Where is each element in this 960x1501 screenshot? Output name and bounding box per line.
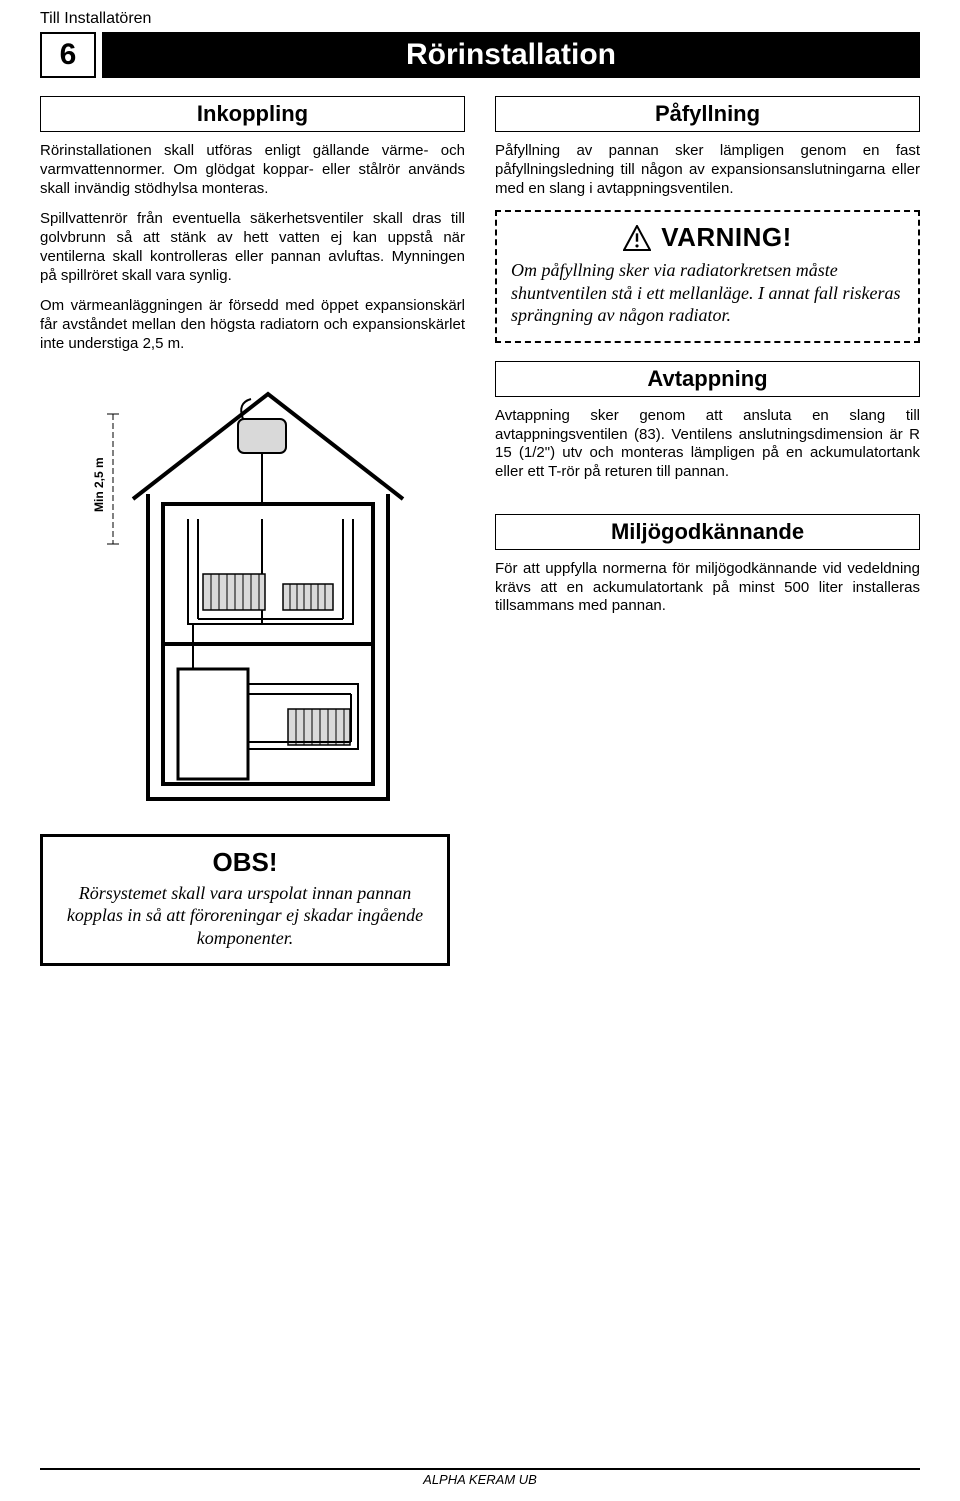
avtappning-p1: Avtappning sker genom att ansluta en sla… xyxy=(495,407,920,482)
content-columns: Inkoppling Rörinstallationen skall utför… xyxy=(40,96,920,966)
warning-icon xyxy=(623,225,651,251)
spacer xyxy=(495,494,920,514)
footer-product: ALPHA KERAM UB xyxy=(0,1472,960,1487)
house-diagram-container: Min 2,5 m xyxy=(40,374,465,804)
pafyllning-p1: Påfyllning av pannan sker lämpligen geno… xyxy=(495,142,920,198)
diagram-min-label: Min 2,5 m xyxy=(93,457,106,512)
house-diagram: Min 2,5 m xyxy=(93,374,413,804)
inkoppling-p3: Om värmeanläggningen är försedd med öppe… xyxy=(40,297,465,353)
chapter-title: Rörinstallation xyxy=(102,32,920,78)
inkoppling-p2: Spillvattenrör från eventuella säkerhets… xyxy=(40,210,465,285)
heading-inkoppling: Inkoppling xyxy=(40,96,465,132)
warning-text: Om påfyllning sker via radiatorkretsen m… xyxy=(511,259,904,327)
heading-avtappning: Avtappning xyxy=(495,361,920,397)
left-column: Inkoppling Rörinstallationen skall utför… xyxy=(40,96,465,966)
heading-pafyllning: Påfyllning xyxy=(495,96,920,132)
warning-box: VARNING! Om påfyllning sker via radiator… xyxy=(495,210,920,343)
right-column: Påfyllning Påfyllning av pannan sker läm… xyxy=(495,96,920,966)
obs-box: OBS! Rörsystemet skall vara urspolat inn… xyxy=(40,834,450,967)
miljo-p1: För att uppfylla normerna för miljögodkä… xyxy=(495,560,920,616)
obs-title: OBS! xyxy=(59,847,431,878)
chapter-header: 6 Rörinstallation xyxy=(40,32,920,78)
warning-title: VARNING! xyxy=(661,222,792,253)
page-footer: ALPHA KERAM UB xyxy=(0,1468,960,1487)
heading-miljo: Miljögodkännande xyxy=(495,514,920,550)
inkoppling-p1: Rörinstallationen skall utföras enligt g… xyxy=(40,142,465,198)
obs-text: Rörsystemet skall vara urspolat innan pa… xyxy=(59,882,431,950)
audience-label: Till Installatören xyxy=(40,10,920,28)
chapter-number: 6 xyxy=(40,32,96,78)
